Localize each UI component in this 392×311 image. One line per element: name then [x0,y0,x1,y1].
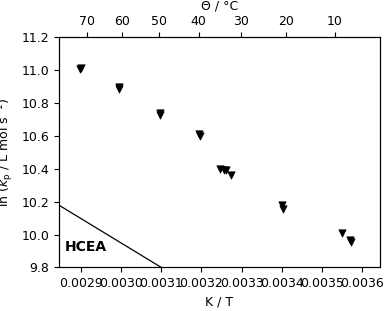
Point [156,110,163,115]
Point [279,207,286,211]
X-axis label: K / T: K / T [205,296,234,309]
Point [217,166,223,171]
Point [78,65,84,70]
Point [157,113,163,118]
Point [196,132,202,137]
Point [347,237,353,242]
Point [228,172,234,177]
Point [116,85,122,90]
Point [348,239,354,244]
X-axis label: Θ / °C: Θ / °C [201,0,238,12]
Y-axis label: ln ($k_{\rm p}$ / L mol s$^{-1}$): ln ($k_{\rm p}$ / L mol s$^{-1}$) [0,98,16,207]
Point [279,202,285,207]
Point [220,168,227,173]
Text: HCEA: HCEA [65,240,107,254]
Point [223,167,229,172]
Point [77,66,83,71]
Point [116,86,123,91]
Point [339,230,345,235]
Point [197,133,203,138]
